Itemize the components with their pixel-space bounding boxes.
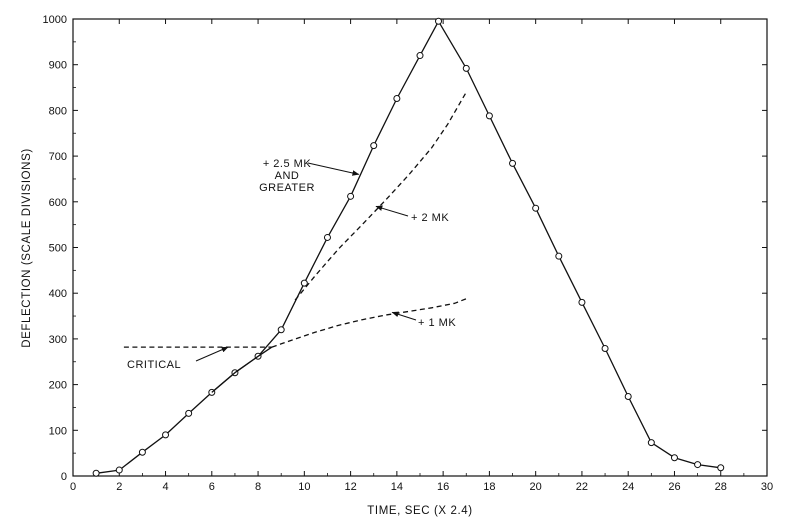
data-point [162, 431, 170, 439]
x-tick-label: 20 [530, 481, 542, 493]
annotation-acrit-line: CRITICAL [127, 359, 181, 371]
series-line-1-mk [271, 298, 467, 348]
data-point [694, 461, 702, 469]
data-point [393, 95, 401, 103]
data-point [578, 298, 586, 306]
annotation-a25-line: + 2.5 MK [263, 158, 311, 170]
data-point [485, 112, 493, 120]
annotation-a25-line: GREATER [259, 182, 315, 194]
annotation-a2-line: + 2 MK [411, 212, 449, 224]
data-point [347, 192, 355, 200]
x-tick-label: 0 [70, 481, 76, 493]
x-tick-label: 26 [668, 481, 680, 493]
y-tick-label: 500 [49, 243, 67, 255]
annotation-arrow [195, 346, 229, 362]
x-tick-label: 30 [761, 481, 773, 493]
x-tick-label: 4 [162, 481, 168, 493]
x-tick-label: 10 [298, 481, 310, 493]
data-point [509, 159, 517, 167]
y-tick-label: 600 [49, 197, 67, 209]
data-point [416, 52, 424, 60]
data-point [555, 252, 563, 260]
data-point [532, 204, 540, 212]
data-point [115, 466, 123, 474]
y-tick-label: 900 [49, 60, 67, 72]
series-line-connector [211, 346, 273, 393]
x-tick-label: 18 [483, 481, 495, 493]
x-tick-label: 2 [116, 481, 122, 493]
x-tick-label: 8 [255, 481, 261, 493]
annotation-a1-line: + 1 MK [418, 317, 456, 329]
data-point [624, 392, 632, 400]
x-tick-label: 24 [622, 481, 634, 493]
annotation-a25-line: AND [275, 170, 300, 182]
plot-frame [72, 18, 768, 477]
y-tick-label: 0 [61, 471, 67, 483]
annotation-arrow [307, 162, 360, 176]
data-point [138, 448, 146, 456]
data-point [370, 142, 378, 150]
series-line-2-mk [294, 91, 467, 301]
x-axis-label: TIME, SEC (X 2.4) [367, 505, 472, 517]
data-point [717, 464, 725, 472]
x-tick-label: 6 [209, 481, 215, 493]
y-tick-label: 200 [49, 380, 67, 392]
y-axis-label: DEFLECTION (SCALE DIVISIONS) [21, 148, 33, 348]
data-point [647, 439, 655, 447]
x-tick-label: 16 [437, 481, 449, 493]
data-point [323, 233, 331, 241]
series-line-2-5-mk-and-greater [96, 20, 721, 474]
x-tick-label: 22 [576, 481, 588, 493]
x-tick-label: 14 [391, 481, 403, 493]
annotation-arrow [391, 311, 417, 321]
x-tick-label: 12 [344, 481, 356, 493]
data-point [277, 326, 285, 334]
data-point [670, 454, 678, 462]
y-tick-label: 800 [49, 105, 67, 117]
y-tick-label: 300 [49, 334, 67, 346]
y-tick-label: 700 [49, 151, 67, 163]
data-point [435, 17, 443, 25]
data-point [92, 469, 100, 477]
y-tick-label: 1000 [43, 14, 67, 26]
data-point [185, 409, 193, 417]
y-tick-label: 100 [49, 425, 67, 437]
data-point [300, 279, 308, 287]
data-point [601, 344, 609, 352]
x-tick-label: 28 [715, 481, 727, 493]
data-point [462, 64, 470, 72]
annotation-arrow [375, 205, 409, 217]
y-tick-label: 400 [49, 288, 67, 300]
